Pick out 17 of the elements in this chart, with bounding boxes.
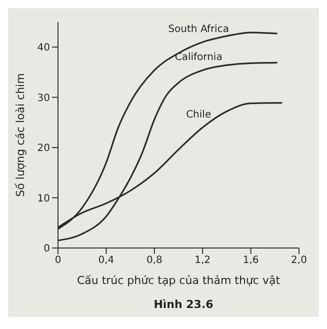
- x-tick-label: 1,2: [194, 255, 211, 266]
- text: Hình 23.6: [152, 298, 214, 313]
- x-tick-label: 0: [54, 255, 62, 266]
- y-tick-label: 40: [37, 42, 50, 54]
- y-tick-label: 0: [44, 244, 50, 255]
- series-label: California: [174, 52, 222, 64]
- x-axis-title: Cấu trúc phức tạp của thảm thực vật: [76, 274, 281, 287]
- x-tick-label: 0,4: [98, 255, 114, 266]
- x-tick-label: 2,0: [291, 255, 307, 266]
- series-label: South Africa: [168, 24, 229, 36]
- y-tick-label: 30: [37, 92, 50, 104]
- series-label: Chile: [186, 109, 212, 120]
- x-tick-label: 1,6: [242, 255, 259, 266]
- y-tick-label: 10: [37, 193, 50, 204]
- x-tick-label: 0,8: [146, 255, 162, 266]
- y-axis-title: Số lượng các loài chim: [14, 73, 27, 197]
- y-tick-label: 20: [37, 143, 50, 154]
